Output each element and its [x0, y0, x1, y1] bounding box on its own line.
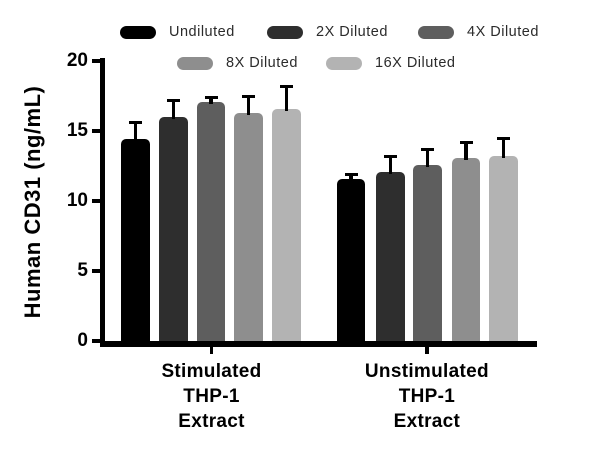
- bar-4x-diluted-group1: [196, 101, 226, 344]
- error-bar-cap: [167, 98, 181, 102]
- y-axis-line: [100, 58, 106, 347]
- y-axis-tick: [92, 199, 100, 203]
- legend-item-16x-diluted: 16X Diluted: [326, 55, 455, 71]
- error-bar-cap: [497, 136, 511, 140]
- bar-8x-diluted-group1: [234, 112, 263, 344]
- y-tick-label: 20: [66, 50, 88, 71]
- bar-4x-diluted-group2: [413, 164, 442, 344]
- error-bar-cap: [383, 154, 397, 158]
- legend-swatch-icon: [177, 56, 213, 70]
- error-bar-cap: [204, 96, 218, 100]
- legend-item-2x-diluted: 2X Diluted: [267, 24, 388, 40]
- legend-label: 16X Diluted: [375, 55, 456, 71]
- legend-item-8x-diluted: 8X Diluted: [177, 55, 298, 71]
- legend-swatch-icon: [418, 25, 454, 39]
- error-bar-line: [502, 136, 506, 159]
- bar-8x-diluted-group2: [451, 157, 481, 344]
- x-category-label-line: Extract: [178, 411, 245, 432]
- x-category-label: Unstimulated THP-1 Extract: [332, 359, 522, 434]
- error-bar-line: [349, 173, 353, 181]
- bar-undiluted-group1: [121, 139, 150, 344]
- legend-item-undiluted: Undiluted: [120, 24, 235, 40]
- y-tick-label: 0: [77, 330, 88, 351]
- error-bar-line: [388, 154, 392, 174]
- legend-item-4x-diluted: 4X Diluted: [418, 24, 539, 40]
- legend-label: Undiluted: [169, 24, 235, 40]
- error-bar-line: [464, 140, 468, 160]
- error-bar-cap: [459, 140, 473, 144]
- error-bar-cap: [280, 84, 294, 88]
- x-category-label-line: Extract: [393, 411, 461, 432]
- legend-label: 4X Diluted: [467, 24, 539, 40]
- error-bar-cap: [242, 94, 256, 98]
- legend-swatch-icon: [267, 25, 303, 39]
- x-category-label-line: Unstimulated: [364, 361, 489, 382]
- error-bar-line: [285, 84, 289, 111]
- error-bar-line: [209, 96, 213, 104]
- y-axis-tick: [92, 59, 100, 63]
- legend-label: 2X Diluted: [316, 24, 388, 40]
- legend-swatch-icon: [120, 25, 156, 39]
- bar-undiluted-group2: [336, 178, 366, 344]
- legend-swatch-icon: [326, 56, 362, 70]
- error-bar-line: [247, 94, 251, 115]
- y-axis-title: Human CD31 (ng/mL): [20, 85, 45, 319]
- y-axis-tick: [92, 129, 100, 133]
- error-bar-cap: [344, 173, 358, 177]
- bar-2x-diluted-group2: [376, 171, 405, 344]
- y-tick-label: 10: [66, 190, 88, 211]
- error-bar-cap: [128, 121, 142, 125]
- x-axis-line: [100, 341, 537, 347]
- legend-label: 8X Diluted: [226, 55, 298, 71]
- bar-16x-diluted-group1: [272, 108, 301, 344]
- error-bar-cap: [421, 147, 435, 151]
- y-axis-tick: [92, 269, 100, 273]
- x-axis-tick: [209, 346, 214, 354]
- error-bar-line: [172, 98, 176, 119]
- bar-16x-diluted-group2: [489, 156, 518, 344]
- x-category-label-line: Stimulated: [161, 361, 262, 382]
- x-axis-tick: [425, 346, 429, 354]
- x-category-label-line: THP-1: [183, 386, 240, 407]
- error-bar-line: [133, 121, 137, 142]
- y-tick-label: 15: [66, 120, 88, 141]
- bar-2x-diluted-group1: [159, 117, 188, 344]
- x-category-label-line: THP-1: [398, 386, 456, 407]
- x-category-label: Stimulated THP-1 Extract: [117, 359, 307, 434]
- y-axis-tick: [92, 339, 100, 343]
- y-tick-label: 5: [77, 260, 88, 281]
- error-bar-line: [426, 147, 430, 167]
